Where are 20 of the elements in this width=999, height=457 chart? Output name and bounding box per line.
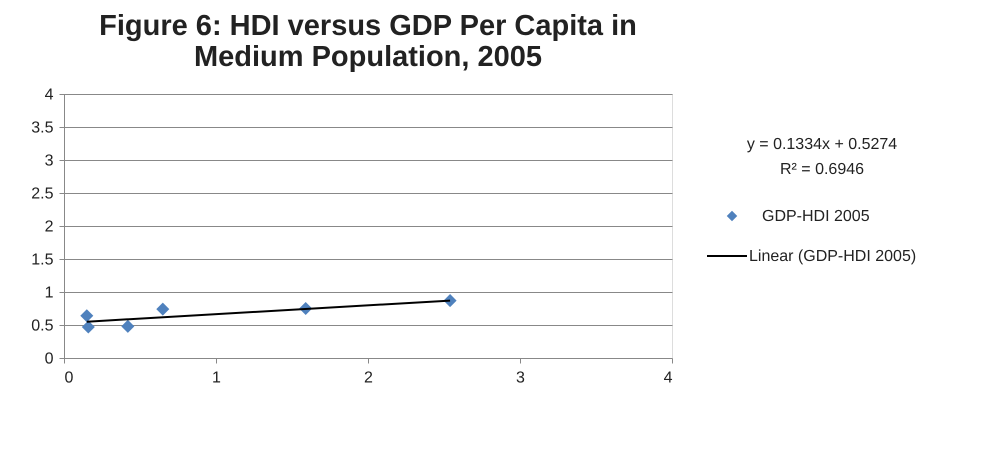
x-tick-label: 4 <box>664 370 673 386</box>
text: y = 0.1334x + 0.5274 <box>746 136 898 153</box>
y-tick-label: 0.5 <box>31 318 54 334</box>
x-tick-label: 1 <box>212 370 222 386</box>
y-tick-label: 2 <box>44 218 54 236</box>
text: R² = 0.6946 <box>780 161 864 178</box>
y-tick-label: 2.5 <box>31 186 54 202</box>
y-tick-label: 1.5 <box>31 252 54 268</box>
x-tick-label: 3 <box>516 370 526 386</box>
y-tick-label: 0 <box>44 350 54 368</box>
x-tick-label: 2 <box>364 370 374 386</box>
y-tick-label: 4 <box>44 86 54 104</box>
legend-label: Linear (GDP-HDI 2005) <box>749 248 916 265</box>
text: Medium Population, 2005 <box>194 41 542 73</box>
y-tick-label: 1 <box>44 284 54 302</box>
x-tick-label: 0 <box>64 370 74 386</box>
text: Figure 6: HDI versus GDP Per Capita in <box>99 10 637 42</box>
y-tick-label: 3.5 <box>31 120 54 136</box>
y-tick-label: 3 <box>44 152 54 170</box>
legend-label: GDP-HDI 2005 <box>762 208 870 225</box>
